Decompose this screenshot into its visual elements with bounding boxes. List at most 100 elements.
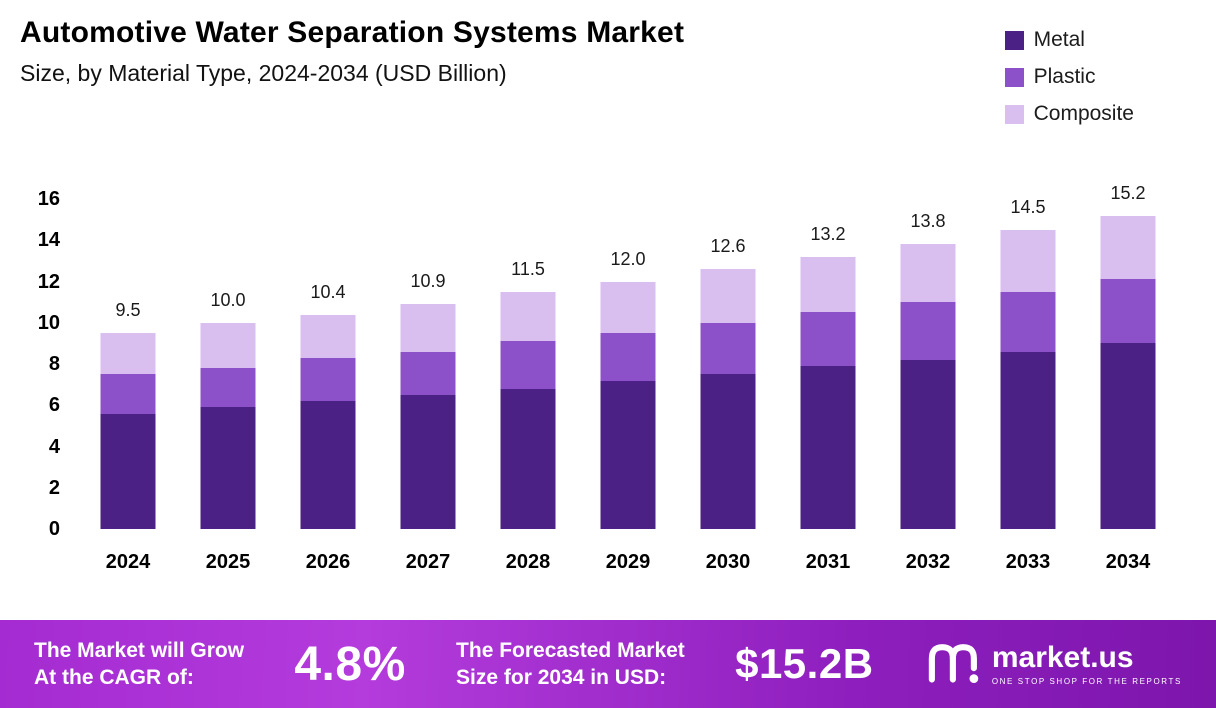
bar-segment-metal [200, 407, 256, 529]
y-tick-label: 12 [37, 270, 60, 293]
bar-group: 10.0 [178, 199, 278, 529]
x-axis: 2024 2025 2026 2027 2028 2029 2030 2031 2032 2033… [78, 551, 1216, 574]
bar-segment-composite [300, 314, 356, 358]
x-axis-label: 2024 [105, 551, 151, 573]
y-tick-label: 2 [48, 476, 60, 499]
bar-stack [1100, 215, 1156, 529]
x-axis-label: 2028 [505, 551, 551, 573]
bar-segment-metal [300, 401, 356, 529]
bar-stack [300, 314, 356, 529]
bar-group: 12.6 [678, 199, 778, 529]
bar-total-label: 10.9 [410, 271, 446, 292]
bar-total-label: 12.6 [710, 236, 746, 257]
bar-segment-composite [200, 322, 256, 369]
legend-label: Composite [1033, 102, 1134, 125]
brand-tagline: ONE STOP SHOP FOR THE REPORTS [991, 676, 1182, 686]
bar-chart: 0 2 4 6 8 10 12 14 16 9.5 10.0 10.4 10.9 11.5 12.0 12.… [0, 184, 1216, 539]
bar-segment-plastic [1100, 279, 1156, 344]
plot-area: 9.5 10.0 10.4 10.9 11.5 12.0 12.6 13.2 13.8 14.5 1… [78, 184, 1178, 529]
bar-segment-composite [600, 281, 656, 334]
bar-segment-plastic [900, 302, 956, 360]
bar-total-label: 10.0 [210, 289, 246, 310]
forecast-label-line2: Size for 2034 in USD: [456, 666, 667, 689]
y-tick-label: 16 [37, 188, 60, 210]
bar-segment-composite [1100, 215, 1156, 280]
y-tick-label: 4 [48, 435, 60, 458]
bar-segment-composite [1000, 229, 1056, 292]
bar-segment-plastic [500, 341, 556, 389]
x-axis-label: 2031 [805, 551, 851, 573]
bar-total-label: 12.0 [610, 248, 646, 269]
legend-item-plastic: Plastic [1004, 65, 1134, 89]
chart-subtitle: Size, by Material Type, 2024-2034 (USD B… [20, 60, 507, 86]
market-us-logo-icon [924, 639, 980, 690]
brand-block: market.us ONE STOP SHOP FOR THE REPORTS [924, 639, 1182, 690]
x-axis-label: 2026 [305, 551, 351, 573]
brand-name: market.us [991, 640, 1134, 674]
cagr-value: 4.8% [294, 637, 406, 691]
forecast-label: The Forecasted Market Size for 2034 in U… [456, 637, 685, 692]
bar-segment-metal [800, 366, 856, 529]
bar-segment-metal [900, 359, 956, 529]
bar-segment-plastic [400, 351, 456, 395]
brand-text: market.us ONE STOP SHOP FOR THE REPORTS [991, 640, 1182, 686]
bar-segment-metal [1000, 351, 1056, 529]
bar-group: 13.8 [878, 199, 978, 529]
bar-segment-composite [800, 256, 856, 313]
x-axis-label: 2027 [405, 551, 451, 573]
legend-swatch-metal [1004, 30, 1024, 50]
bar-total-label: 14.5 [1010, 196, 1046, 217]
bar-segment-plastic [300, 357, 356, 402]
bar-segment-plastic [100, 374, 156, 414]
bar-segment-plastic [200, 368, 256, 408]
bar-segment-composite [700, 269, 756, 323]
legend-swatch-composite [1004, 104, 1024, 124]
legend-swatch-plastic [1004, 67, 1024, 87]
bar-segment-metal [600, 380, 656, 529]
legend-item-metal: Metal [1004, 28, 1134, 52]
bar-stack [800, 256, 856, 529]
bar-group: 10.4 [278, 199, 378, 529]
legend-label: Metal [1033, 28, 1085, 51]
bar-segment-metal [1100, 343, 1156, 529]
x-axis-label: 2030 [705, 551, 751, 573]
bar-segment-composite [400, 304, 456, 352]
y-tick-label: 8 [48, 353, 60, 375]
bar-total-label: 9.5 [115, 300, 141, 321]
bar-segment-metal [400, 394, 456, 529]
bar-stack [200, 322, 256, 529]
legend-label: Plastic [1033, 65, 1096, 88]
y-axis: 0 2 4 6 8 10 12 14 16 [0, 189, 78, 539]
bar-stack [400, 304, 456, 529]
bar-stack [1000, 229, 1056, 529]
bar-segment-composite [500, 291, 556, 342]
cagr-label: The Market will Grow At the CAGR of: [34, 637, 244, 692]
bar-segment-plastic [800, 312, 856, 367]
bar-group: 10.9 [378, 199, 478, 529]
bar-group: 13.2 [778, 199, 878, 529]
bar-segment-metal [100, 413, 156, 529]
bar-group: 14.5 [978, 196, 1078, 529]
bar-segment-composite [100, 333, 156, 375]
x-axis-label: 2034 [1105, 551, 1151, 573]
y-tick-label: 6 [48, 394, 60, 417]
bar-segment-composite [900, 244, 956, 303]
bar-segment-plastic [1000, 291, 1056, 352]
x-axis-label: 2029 [605, 551, 651, 573]
bar-segment-metal [500, 388, 556, 529]
bar-total-label: 13.2 [810, 223, 846, 244]
bar-total-label: 10.4 [310, 281, 346, 302]
bar-stack [600, 281, 656, 529]
legend-item-composite: Composite [1004, 102, 1134, 126]
x-axis-label: 2033 [1005, 551, 1051, 573]
bar-total-label: 11.5 [511, 258, 545, 279]
bar-group: 12.0 [578, 199, 678, 529]
cagr-label-line1: The Market will Grow [34, 638, 245, 662]
bar-segment-plastic [700, 322, 756, 375]
chart-header: Automotive Water Separation Systems Mark… [0, 0, 1216, 87]
bar-stack [700, 269, 756, 529]
bar-segment-metal [700, 374, 756, 529]
x-axis-label: 2025 [205, 551, 251, 573]
y-tick-label: 10 [37, 311, 60, 334]
bar-group: 15.2 [1078, 184, 1178, 529]
